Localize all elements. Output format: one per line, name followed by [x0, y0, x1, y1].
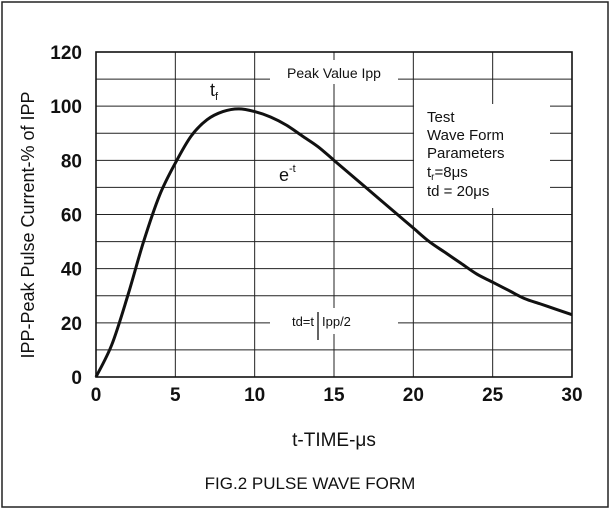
et-label: e-t: [279, 163, 296, 185]
tr-main: t: [427, 164, 432, 181]
x-tick-label: 0: [91, 385, 102, 406]
series-line: [94, 107, 573, 378]
peak-value-label: Peak Value Ipp: [287, 65, 381, 81]
td-half-annotation: td=t Ipp/2: [292, 312, 351, 340]
y-tick-label: 0: [71, 368, 82, 389]
x-tick-label: 20: [403, 385, 424, 406]
y-tick-label: 60: [61, 206, 82, 227]
y-tick-label: 120: [50, 43, 82, 64]
params-bg: [414, 104, 550, 208]
td-half-bg: [270, 308, 398, 334]
tr-sub: r: [431, 172, 435, 183]
y-tick-label: 100: [50, 97, 82, 118]
params-block: Test Wave Form Parameters tr=8μs td = 20…: [427, 109, 505, 200]
x-tick-label: 25: [482, 385, 504, 406]
et-sup: -t: [289, 163, 296, 175]
y-tick-label: 40: [61, 260, 82, 281]
peak-value-bg: [270, 60, 398, 84]
y-axis-label: IPP-Peak Pulse Current-% of IPP: [18, 91, 38, 358]
y-tick-label: 20: [61, 314, 82, 335]
td-half-left: td=t: [292, 314, 314, 329]
tf-label: tf: [210, 80, 219, 103]
figure-caption: FIG.2 PULSE WAVE FORM: [205, 474, 416, 493]
y-tick-label: 80: [61, 151, 82, 172]
y-tick-labels: 0 20 40 60 80 100 120: [50, 43, 82, 389]
x-axis-label: t-TIME-μs: [292, 430, 376, 451]
tf-sub: f: [215, 91, 219, 103]
x-tick-label: 15: [323, 385, 345, 406]
tr-value: =8μs: [435, 164, 468, 181]
x-tick-label: 30: [561, 385, 582, 406]
params-line-2: Wave Form: [427, 127, 504, 144]
params-line-3: Parameters: [427, 145, 505, 162]
td-half-right: Ipp/2: [322, 314, 351, 329]
params-line-1: Test: [427, 109, 455, 126]
x-tick-label: 5: [170, 385, 181, 406]
params-tr-line: tr=8μs: [427, 164, 468, 183]
tf-main: t: [210, 80, 215, 100]
x-tick-labels: 0 5 10 15 20 25 30: [91, 385, 583, 406]
et-main: e: [279, 165, 289, 185]
x-tick-label: 10: [244, 385, 265, 406]
plot-border: [95, 51, 573, 378]
params-td-line: td = 20μs: [427, 183, 489, 200]
